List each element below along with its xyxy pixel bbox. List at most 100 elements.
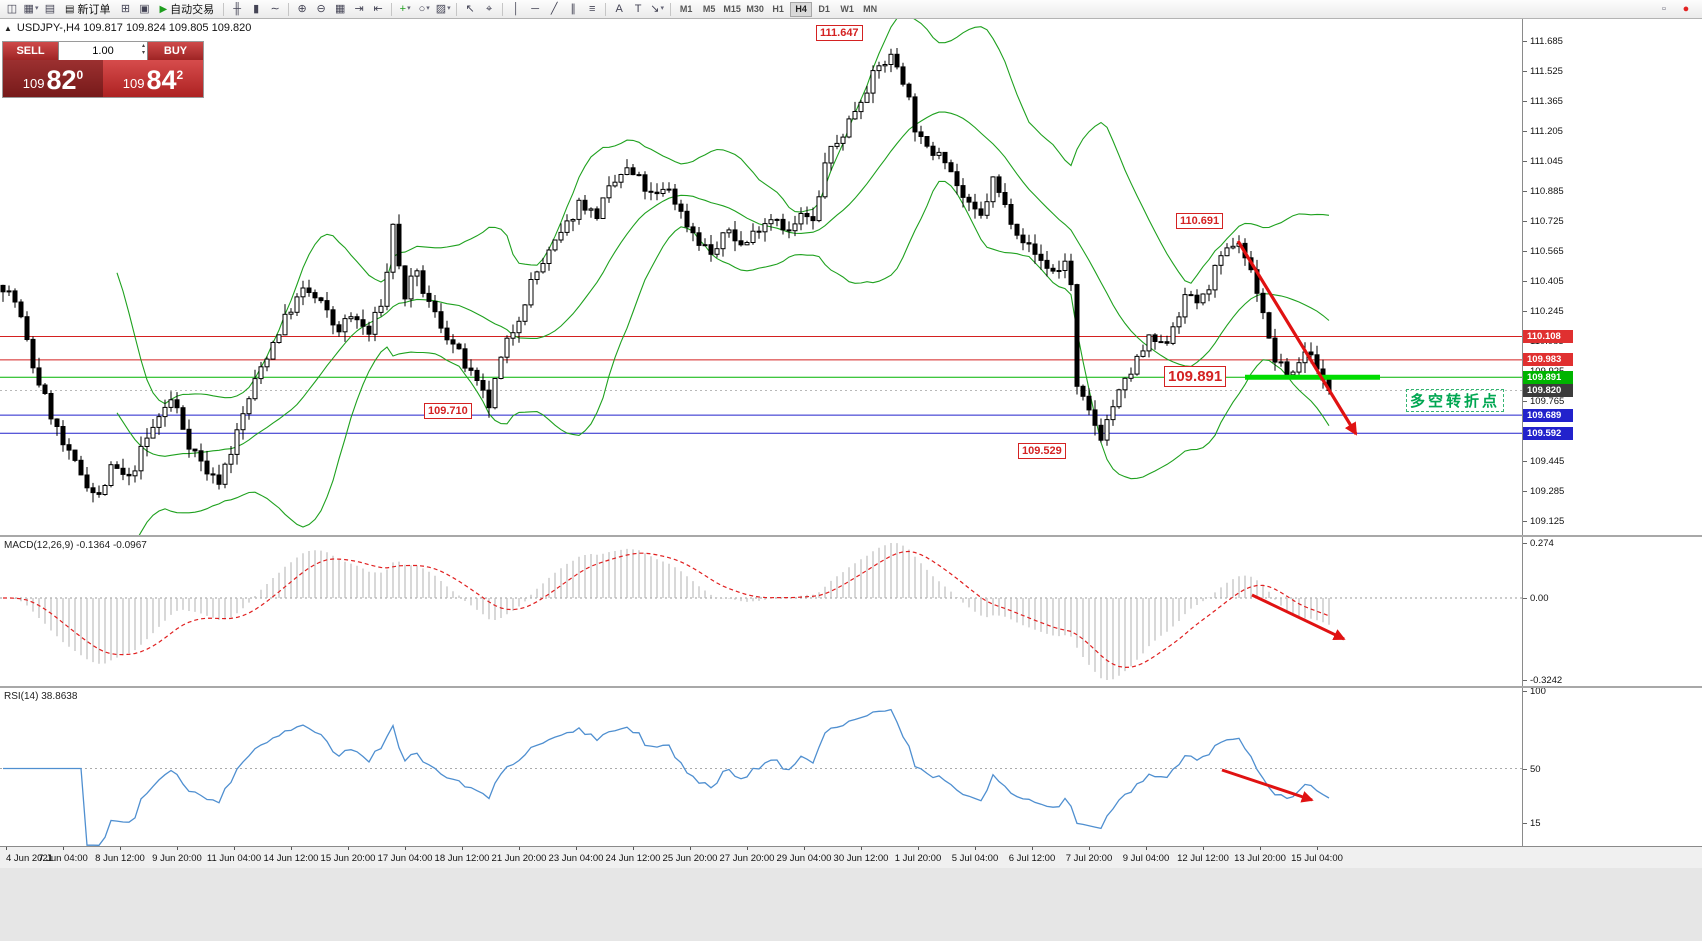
time-label: 8 Jun 12:00 bbox=[95, 853, 145, 864]
scale-tickmark bbox=[1523, 598, 1527, 599]
macd-chart[interactable] bbox=[0, 537, 1522, 686]
price-scale[interactable]: 111.685 111.525 111.365 111.205 111.045 110.8… bbox=[1522, 19, 1702, 846]
volume-spinner[interactable]: ▴ ▾ bbox=[142, 43, 145, 57]
pane-splitter[interactable] bbox=[0, 535, 1702, 537]
price-tick-label: 110.405 bbox=[1530, 276, 1564, 287]
macd-histogram bbox=[8, 543, 1330, 680]
market-watch-icon[interactable]: ▤ bbox=[44, 3, 56, 15]
time-label: 7 Jun 04:00 bbox=[38, 853, 88, 864]
rsi-pane[interactable]: RSI(14) 38.8638 bbox=[0, 688, 1522, 846]
spinner-down-icon[interactable]: ▾ bbox=[141, 50, 145, 56]
templates-icon-caret: ▾ bbox=[447, 5, 451, 12]
macd-pane[interactable]: MACD(12,26,9) -0.1364 -0.0967 bbox=[0, 537, 1522, 686]
price-tick-label: 110.565 bbox=[1530, 246, 1564, 257]
text-label-icon[interactable]: T bbox=[634, 3, 642, 15]
candlestick-chart-icon[interactable]: ▮ bbox=[253, 3, 260, 15]
price-tick-label: 111.045 bbox=[1530, 156, 1563, 167]
spinner-up-icon[interactable]: ▴ bbox=[141, 43, 145, 49]
navigator-icon[interactable]: ⊞ bbox=[120, 3, 131, 15]
timeframe-h4[interactable]: H4 bbox=[790, 1, 813, 17]
time-scale[interactable]: 4 Jun 2021 7 Jun 04:00 8 Jun 12:00 9 Jun 20… bbox=[0, 846, 1702, 868]
rsi-label: RSI(14) 38.8638 bbox=[4, 691, 78, 702]
templates-icon[interactable]: ▨ ▾ bbox=[435, 3, 451, 15]
ask-price-button[interactable]: 109 84 2 bbox=[103, 60, 203, 97]
price-callout[interactable]: 109.529 bbox=[1018, 443, 1066, 459]
time-label: 29 Jun 04:00 bbox=[776, 853, 832, 864]
bid-price-button[interactable]: 109 82 0 bbox=[3, 60, 103, 97]
equidistant-channel-icon[interactable]: ∥ bbox=[570, 3, 576, 15]
timeframe-h1[interactable]: H1 bbox=[772, 4, 784, 14]
buy-button[interactable]: BUY bbox=[148, 42, 203, 60]
horizontal-line-icon[interactable]: ─ bbox=[531, 3, 540, 15]
bar-chart-icon[interactable]: ╫ bbox=[233, 3, 242, 15]
periods-icon-caret: ▾ bbox=[426, 5, 430, 12]
rsi-arrow[interactable] bbox=[1221, 768, 1314, 803]
profiles-icon-caret: ▾ bbox=[34, 5, 39, 12]
main-chart-pane[interactable]: ▲ USDJPY-,H4 109.817 109.824 109.805 109… bbox=[0, 19, 1522, 535]
candlestick-chart[interactable] bbox=[0, 19, 1522, 535]
bid-pipette: 0 bbox=[76, 68, 84, 82]
time-tickmark bbox=[462, 847, 463, 850]
cursor-icon[interactable]: ↖ bbox=[465, 3, 475, 15]
timeframe-m15[interactable]: M15 bbox=[723, 4, 741, 14]
one-click-toggle-icon[interactable]: ▲ bbox=[4, 23, 12, 33]
price-callout[interactable]: 110.691 bbox=[1176, 213, 1224, 229]
new-order-button[interactable]: ▤ 新订单 bbox=[60, 1, 115, 17]
time-tickmark bbox=[519, 847, 520, 850]
timeframe-m5[interactable]: M5 bbox=[702, 4, 716, 14]
zoom-out-icon[interactable]: ⊖ bbox=[316, 3, 326, 15]
timeframe-w1[interactable]: W1 bbox=[840, 4, 854, 14]
trendline-icon[interactable]: ╱ bbox=[550, 3, 558, 15]
periods-icon[interactable]: ○ ▾ bbox=[418, 3, 430, 15]
sell-button[interactable]: SELL bbox=[3, 42, 58, 60]
toolbar-separator bbox=[391, 2, 393, 16]
vertical-line-icon[interactable]: │ bbox=[512, 3, 520, 15]
layout-icon[interactable]: ▫ bbox=[1662, 3, 1666, 15]
fibonacci-icon[interactable]: ≡ bbox=[588, 3, 596, 15]
timeframe-m1[interactable]: M1 bbox=[679, 4, 693, 14]
text-icon[interactable]: A bbox=[615, 3, 623, 15]
price-tick-label: 109.765 bbox=[1530, 396, 1565, 407]
macd-tick-label: 0.274 bbox=[1530, 538, 1554, 549]
new-chart-icon[interactable]: ◫ bbox=[6, 3, 18, 15]
macd-arrow[interactable] bbox=[1251, 593, 1346, 641]
price-tick-label: 111.525 bbox=[1530, 66, 1563, 77]
terminal-icon[interactable]: ▣ bbox=[139, 3, 150, 15]
volume-input[interactable]: 1.00 ▴ ▾ bbox=[58, 42, 148, 60]
timeframe-m30[interactable]: M30 bbox=[746, 4, 764, 14]
toolbar-separator bbox=[502, 2, 504, 16]
indicators-icon[interactable]: + ▾ bbox=[399, 3, 411, 15]
price-callout[interactable]: 109.891 bbox=[1164, 366, 1227, 387]
downtrend-arrow[interactable] bbox=[1236, 240, 1358, 436]
macd-label: MACD(12,26,9) -0.1364 -0.0967 bbox=[4, 540, 147, 551]
time-label: 24 Jun 12:00 bbox=[605, 853, 661, 864]
chart-shift-icon[interactable]: ⇤ bbox=[373, 3, 383, 15]
rsi-chart[interactable] bbox=[0, 688, 1522, 846]
pane-splitter[interactable] bbox=[0, 686, 1702, 688]
price-callout[interactable]: 109.710 bbox=[424, 403, 472, 419]
zoom-in-icon[interactable]: ⊕ bbox=[297, 3, 307, 15]
toolbar-right-icons: ▫ ● bbox=[1655, 1, 1699, 17]
price-callout[interactable]: 111.647 bbox=[816, 25, 863, 41]
turning-point-annotation[interactable]: 多空转折点 bbox=[1406, 389, 1505, 412]
arrows-tool-icon[interactable]: ↘ ▾ bbox=[650, 3, 665, 15]
notification-badge-icon[interactable]: ● bbox=[1682, 3, 1690, 15]
profiles-icon[interactable]: ▦ ▾ bbox=[23, 3, 39, 15]
rsi-tick-label: 15 bbox=[1530, 818, 1541, 829]
auto-scroll-icon[interactable]: ⇥ bbox=[354, 3, 364, 15]
price-tick-label: 111.685 bbox=[1530, 36, 1563, 47]
line-chart-icon[interactable]: ∼ bbox=[270, 3, 280, 15]
scale-tickmark bbox=[1523, 281, 1527, 282]
autotrading-button[interactable]: ▶ 自动交易 bbox=[154, 1, 219, 17]
timeframe-d1[interactable]: D1 bbox=[818, 4, 830, 14]
tile-windows-icon[interactable]: ▦ bbox=[334, 3, 346, 15]
scale-tickmark bbox=[1523, 680, 1527, 681]
price-tag: 109.689 bbox=[1523, 409, 1573, 422]
time-label: 7 Jul 20:00 bbox=[1065, 853, 1113, 864]
rsi-line bbox=[3, 708, 1330, 846]
timeframe-mn[interactable]: MN bbox=[863, 4, 878, 14]
crosshair-icon[interactable]: ⌖ bbox=[486, 3, 493, 15]
candles[interactable] bbox=[0, 48, 1332, 503]
time-label: 9 Jul 04:00 bbox=[1122, 853, 1170, 864]
